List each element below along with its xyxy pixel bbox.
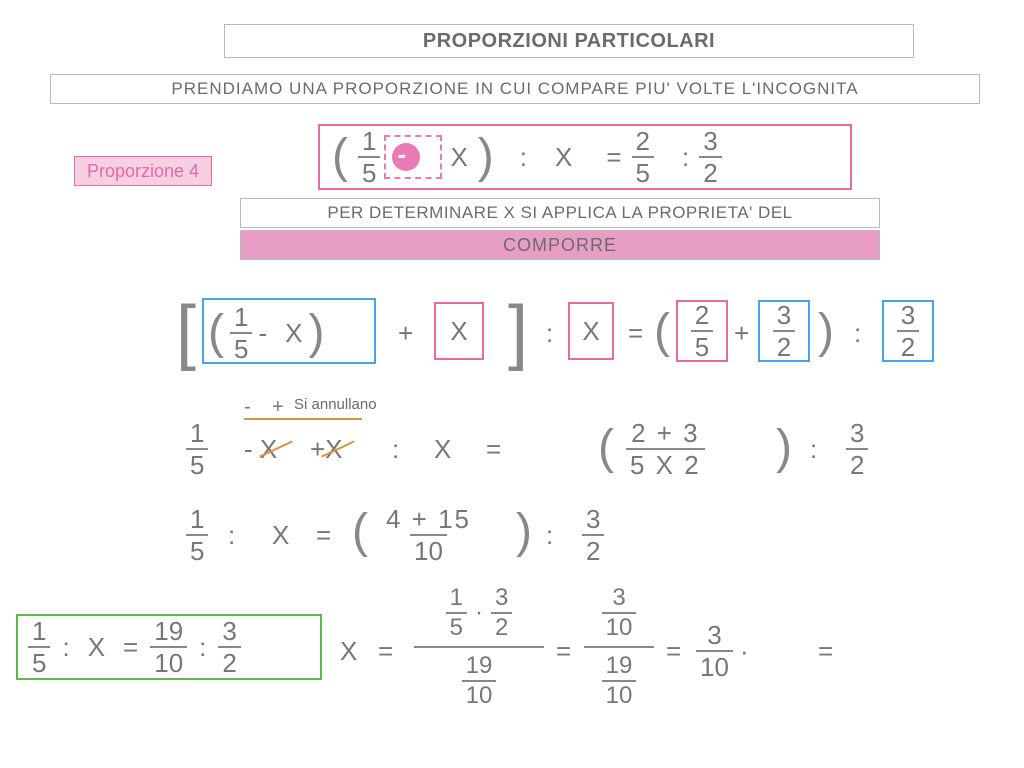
line5-box-content: 1 5 : X = 19 10 : 3 2 bbox=[28, 620, 318, 674]
blue-frac-32: 3 2 bbox=[758, 300, 810, 362]
bigfrac-2-den: 19 10 bbox=[584, 646, 654, 708]
frac-3-2c: 3 2 bbox=[897, 302, 919, 360]
page-title: PROPORZIONI PARTICOLARI bbox=[224, 24, 914, 58]
cdot2: · bbox=[740, 636, 749, 667]
frac-3-2: 3 2 bbox=[699, 128, 721, 186]
frac-3-10b: 3 10 bbox=[696, 622, 733, 680]
minus-highlight: - bbox=[390, 137, 440, 177]
eq-l3: = bbox=[486, 434, 501, 465]
bigfrac-2-num: 3 10 bbox=[584, 586, 654, 640]
equals: = bbox=[606, 142, 621, 173]
annul-plus: + bbox=[272, 396, 284, 419]
frac-1-5f: 1 5 bbox=[446, 586, 467, 640]
eq2-final: = bbox=[556, 636, 571, 667]
eq-l2: = bbox=[628, 318, 643, 349]
rule-intro-box: PER DETERMINARE X SI APPLICA LA PROPRIET… bbox=[240, 198, 880, 228]
blue-frac-32b: 3 2 bbox=[882, 300, 934, 362]
x-l4: X bbox=[272, 520, 289, 551]
colon-l3: : bbox=[392, 434, 399, 465]
colon2-l3: : bbox=[810, 434, 817, 465]
sum-frac-l3: 2 + 3 5 X 2 bbox=[626, 420, 705, 478]
bigfrac-1-den: 19 10 bbox=[414, 646, 544, 708]
bigfrac-2: 3 10 19 10 bbox=[584, 586, 654, 708]
frac-1-5d: 1 5 bbox=[186, 506, 208, 564]
frac-3-2e: 3 2 bbox=[582, 506, 604, 564]
colon-l2: : bbox=[546, 318, 553, 349]
pink-frac-25: 2 5 bbox=[676, 300, 728, 362]
frac-3-10a: 3 10 bbox=[602, 586, 637, 640]
page-subtitle: PRENDIAMO UNA PROPORZIONE IN CUI COMPARE… bbox=[50, 74, 980, 104]
frac-3-2d: 3 2 bbox=[846, 420, 868, 478]
colon: : bbox=[520, 142, 527, 173]
proportion-badge: Proporzione 4 bbox=[74, 156, 212, 186]
rule-name-box: COMPORRE bbox=[240, 230, 880, 260]
annul-line bbox=[244, 418, 362, 420]
line2: [ ( 1 5 - X ) + X ] : X = ( 2 5 + 3 2 bbox=[176, 288, 1006, 376]
x-var: X bbox=[450, 142, 467, 173]
line3: 1 5 - X +X - + Si annullano : X = ( 2 + … bbox=[186, 408, 1006, 488]
annul-minus: - bbox=[244, 396, 251, 419]
frac-1-5c: 1 5 bbox=[186, 420, 208, 478]
colon-2: : bbox=[682, 142, 689, 173]
colon2-l2: : bbox=[854, 318, 861, 349]
x-l2c: X bbox=[582, 316, 599, 347]
pink-x-box-2: X bbox=[568, 302, 614, 360]
colon-l4: : bbox=[228, 520, 235, 551]
frac-1-5e: 1 5 bbox=[28, 618, 50, 676]
colon2-l4: : bbox=[546, 520, 553, 551]
x-var-2: X bbox=[555, 142, 572, 173]
eq4-final: = bbox=[818, 636, 833, 667]
rule-name-text: COMPORRE bbox=[503, 235, 617, 256]
frac-2-5: 2 5 bbox=[632, 128, 654, 186]
frac-1-5b: 1 5 bbox=[230, 304, 252, 362]
eq-l5: = bbox=[123, 632, 138, 663]
frac-19-10: 19 10 bbox=[150, 618, 187, 676]
annul-text: Si annullano bbox=[294, 396, 377, 413]
lhs-group: ( 1 5 - X ) bbox=[208, 304, 324, 362]
minus2: - bbox=[258, 318, 267, 349]
sum-frac-l4: 4 + 15 10 bbox=[382, 506, 475, 564]
frac-19-10c: 19 10 bbox=[602, 654, 637, 708]
eq3-final: = bbox=[666, 636, 681, 667]
bigfrac-1: 1 5 · 3 2 19 10 bbox=[414, 586, 544, 708]
plus-l2: + bbox=[398, 318, 413, 349]
frac-3-2g: 3 2 bbox=[491, 586, 512, 640]
frac-3-2f: 3 2 bbox=[218, 618, 240, 676]
line5-right: X = 1 5 · 3 2 19 10 = 3 10 bbox=[340, 580, 1000, 730]
plus2-l2: + bbox=[734, 318, 749, 349]
eq-final: = bbox=[378, 636, 393, 667]
frac-19-10b: 19 10 bbox=[462, 654, 497, 708]
x-l3: X bbox=[434, 434, 451, 465]
rule-intro-text: PER DETERMINARE X SI APPLICA LA PROPRIET… bbox=[327, 203, 792, 223]
x-l5: X bbox=[88, 632, 105, 663]
colon2-l5: : bbox=[199, 632, 206, 663]
frac-2-5b: 2 5 bbox=[691, 302, 713, 360]
line4: 1 5 : X = ( 4 + 15 10 ) : 3 2 bbox=[186, 498, 886, 568]
frac-3-2b: 3 2 bbox=[773, 302, 795, 360]
title-text: PROPORZIONI PARTICOLARI bbox=[423, 30, 715, 53]
colon-l5: : bbox=[62, 632, 69, 663]
bigfrac-1-num: 1 5 · 3 2 bbox=[414, 586, 544, 640]
pink-x-box: X bbox=[434, 302, 484, 360]
eq-l4: = bbox=[316, 520, 331, 551]
x-final: X bbox=[340, 636, 357, 667]
cdot: · bbox=[475, 599, 483, 627]
frac-1-5: 1 5 bbox=[358, 128, 380, 186]
minus-sign: - bbox=[397, 139, 406, 170]
x-l2a: X bbox=[285, 318, 302, 349]
subtitle-text: PRENDIAMO UNA PROPORZIONE IN CUI COMPARE… bbox=[171, 79, 858, 99]
badge-text: Proporzione 4 bbox=[87, 161, 199, 182]
x-l2b: X bbox=[450, 316, 467, 347]
main-proportion: ( 1 5 - X ) : X = 2 5 : 3 2 bbox=[332, 130, 842, 184]
